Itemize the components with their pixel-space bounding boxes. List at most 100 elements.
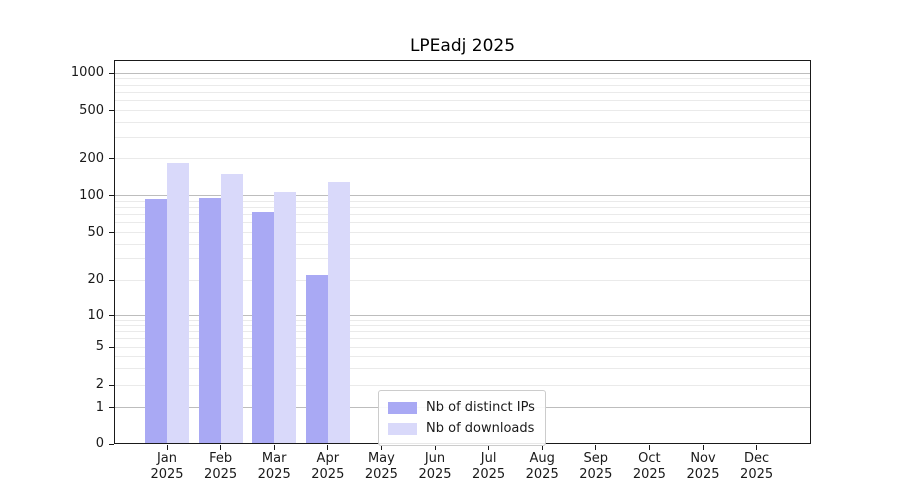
x-tick-month: Dec — [744, 451, 770, 466]
legend-row-downloads: Nb of downloads — [388, 418, 535, 439]
legend-swatch-distinct-ips — [388, 401, 417, 414]
legend-swatch-downloads — [388, 422, 417, 435]
gridline-minor — [114, 84, 811, 86]
y-axis-tick-label: 1 — [95, 399, 104, 415]
x-axis-tick — [273, 445, 275, 450]
y-axis-tick — [109, 315, 114, 316]
gridline-minor — [114, 136, 811, 138]
x-tick-month: Jan — [156, 451, 178, 466]
y-axis-tick — [109, 279, 114, 281]
gridline-minor — [114, 91, 811, 93]
x-tick-year: 2025 — [364, 467, 398, 482]
gridline-major — [114, 195, 811, 196]
gridline-minor — [114, 325, 811, 327]
x-tick-month: Jul — [480, 451, 497, 466]
x-tick-year: 2025 — [311, 467, 345, 482]
x-axis-tick — [488, 445, 490, 450]
y-axis-tick — [109, 195, 114, 196]
x-tick-month: Feb — [209, 451, 233, 466]
x-tick-month: Nov — [690, 451, 716, 466]
y-axis-tick-label: 10 — [87, 307, 104, 323]
x-tick-month: Jun — [424, 451, 446, 466]
gridline-minor — [114, 279, 811, 281]
gridline-minor — [114, 222, 811, 224]
x-axis-tick-label: Dec 2025 — [725, 451, 789, 483]
bar-distinct-ips-feb — [198, 197, 221, 444]
y-axis-tick-label: 50 — [87, 224, 104, 240]
x-tick-month: Apr — [316, 451, 340, 466]
bar-distinct-ips-apr — [305, 275, 328, 444]
x-axis-tick-label: Nov 2025 — [671, 451, 735, 483]
legend-row-distinct-ips: Nb of distinct IPs — [388, 397, 535, 418]
y-axis-tick-label: 200 — [79, 150, 104, 166]
y-axis-tick — [109, 110, 114, 111]
y-axis-tick — [109, 72, 114, 74]
y-axis-tick-label: 0 — [95, 436, 104, 451]
gridline-minor — [114, 243, 811, 245]
bar-downloads-mar — [274, 191, 297, 444]
x-axis-tick — [595, 445, 597, 450]
x-axis-tick-label: Jul 2025 — [457, 451, 521, 483]
x-axis-tick-label: Sep 2025 — [564, 451, 628, 483]
gridline-minor — [114, 258, 811, 260]
x-axis-tick — [380, 445, 382, 450]
gridline-major — [114, 315, 811, 316]
y-axis-tick — [109, 158, 114, 159]
x-tick-month: Aug — [529, 451, 555, 466]
x-axis-tick-label: Jan 2025 — [135, 451, 199, 483]
x-axis-tick — [327, 445, 329, 450]
legend-label-downloads: Nb of downloads — [426, 421, 535, 436]
y-axis-tick-label: 100 — [79, 187, 104, 203]
x-tick-year: 2025 — [579, 467, 613, 482]
gridline-major — [114, 72, 811, 74]
chart-title: LPEadj 2025 — [409, 36, 516, 56]
gridline-minor — [114, 100, 811, 102]
x-axis-tick — [702, 445, 704, 450]
x-tick-year: 2025 — [472, 467, 506, 482]
gridline-minor — [114, 78, 811, 80]
gridline-minor — [114, 338, 811, 340]
x-tick-year: 2025 — [204, 467, 238, 482]
x-axis-tick-label: Jun 2025 — [403, 451, 467, 483]
bar-downloads-jan — [167, 162, 189, 444]
bar-downloads-apr — [327, 182, 350, 444]
x-axis-tick-label: Oct 2025 — [617, 451, 681, 483]
x-tick-year: 2025 — [525, 467, 559, 482]
y-axis-tick — [109, 384, 114, 386]
x-tick-month: Mar — [261, 451, 287, 466]
gridline-minor — [114, 319, 811, 321]
x-axis-tick-label: Apr 2025 — [296, 451, 360, 483]
y-axis-tick — [109, 232, 114, 233]
gridline-minor — [114, 110, 811, 111]
y-axis-tick — [109, 443, 114, 445]
legend: Nb of distinct IPs Nb of downloads — [378, 390, 546, 446]
y-axis-tick-label: 5 — [95, 339, 104, 354]
x-axis-tick — [220, 445, 222, 450]
gridline-minor — [114, 367, 811, 369]
gridline-minor — [114, 331, 811, 333]
y-axis-tick-label: 2 — [95, 377, 104, 392]
gridline-minor — [114, 121, 811, 123]
x-axis-tick-label: Feb 2025 — [189, 451, 253, 483]
x-tick-month: May — [367, 451, 395, 466]
bar-downloads-feb — [220, 173, 243, 444]
bar-distinct-ips-jan — [145, 198, 167, 444]
gridline-minor — [114, 158, 811, 159]
x-tick-year: 2025 — [150, 467, 184, 482]
gridline-minor — [114, 200, 811, 202]
x-axis-tick — [434, 445, 436, 450]
bar-distinct-ips-mar — [252, 211, 275, 444]
legend-label-distinct-ips: Nb of distinct IPs — [426, 400, 535, 415]
x-tick-year: 2025 — [632, 467, 666, 482]
y-axis-tick-label: 500 — [79, 102, 104, 118]
gridline-minor — [114, 346, 811, 348]
y-axis-tick-label: 1000 — [70, 65, 104, 80]
x-axis-tick — [166, 445, 168, 450]
x-tick-year: 2025 — [418, 467, 452, 482]
x-axis-tick-label: Aug 2025 — [510, 451, 574, 483]
x-tick-month: Sep — [583, 451, 609, 466]
x-tick-month: Oct — [638, 451, 661, 466]
gridline-minor — [114, 206, 811, 208]
y-axis-tick — [109, 407, 114, 408]
